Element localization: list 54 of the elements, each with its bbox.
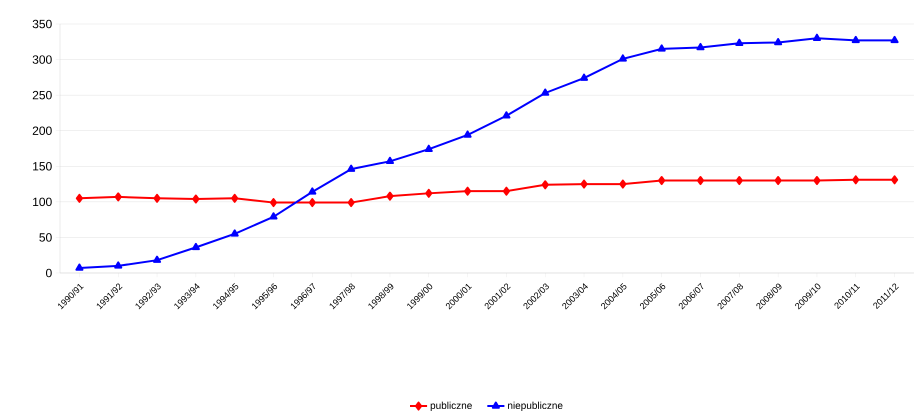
point: [347, 164, 356, 172]
point: [386, 156, 394, 164]
point: [890, 175, 898, 184]
y-tick-label: 150: [33, 162, 52, 171]
point: [192, 194, 200, 204]
y-tick-label: 200: [32, 126, 52, 135]
point: [114, 192, 122, 202]
point: [852, 36, 860, 44]
point: [76, 194, 84, 203]
point: [153, 256, 162, 263]
point: [114, 261, 122, 269]
y-tick-label: 50: [39, 233, 52, 242]
point: [852, 175, 860, 184]
point: [386, 192, 394, 201]
y-tick-label: 0: [46, 268, 52, 278]
point: [774, 176, 782, 186]
point: [812, 34, 821, 41]
point: [308, 198, 316, 208]
point: [269, 212, 278, 220]
point: [348, 198, 355, 208]
point: [75, 264, 84, 271]
point: [735, 38, 744, 46]
point: [696, 176, 704, 186]
point: [658, 176, 666, 186]
point: [231, 194, 238, 203]
legend-label: niepubliczne: [508, 402, 563, 412]
point: [425, 188, 432, 198]
point: [890, 36, 899, 44]
point: [502, 186, 510, 196]
point: [813, 176, 821, 186]
point: [580, 74, 588, 81]
point: [502, 111, 510, 119]
legend-label: publiczne: [430, 402, 472, 412]
y-tick-label: 250: [32, 90, 52, 100]
point: [774, 38, 782, 46]
point: [464, 130, 472, 138]
point: [230, 229, 239, 237]
point: [192, 242, 200, 250]
point: [541, 88, 550, 96]
point: [696, 42, 705, 50]
y-tick-label: 300: [32, 55, 52, 64]
y-tick-label: 350: [32, 20, 52, 28]
point: [153, 194, 161, 203]
point: [542, 180, 549, 190]
y-tick-label: 100: [33, 198, 52, 206]
point: [464, 186, 472, 196]
point: [424, 144, 433, 152]
point: [736, 176, 743, 186]
point: [658, 44, 666, 52]
point: [618, 54, 627, 62]
point: [580, 180, 588, 189]
point: [270, 198, 278, 208]
point: [308, 187, 316, 195]
point: [619, 180, 626, 189]
